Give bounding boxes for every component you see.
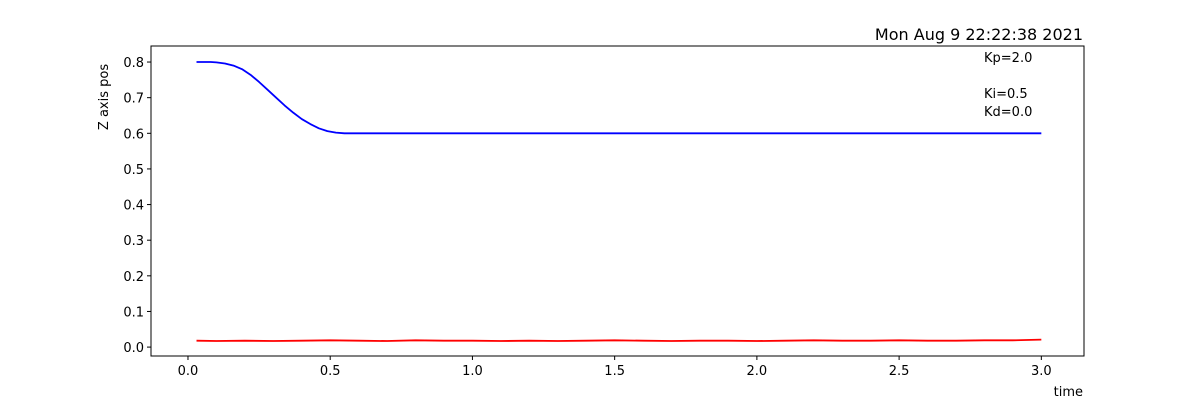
y-axis-label: Z axis pos [97,64,112,130]
annotation-ki: Ki=0.5 [984,87,1028,102]
y-tick-label: 0.6 [123,127,144,142]
plot-frame [150,45,1085,357]
x-tick-label: 0.0 [178,364,199,379]
x-axis-ticks: 0.0 0.5 1.0 1.5 2.0 2.5 3.0 [178,356,1052,379]
x-tick-label: 0.5 [320,364,341,379]
y-tick-label: 0.2 [123,270,144,285]
x-axis-label: time [1054,385,1083,400]
x-tick-label: 2.0 [747,364,768,379]
annotation-kd: Kd=0.0 [984,105,1032,120]
y-tick-label: 0.1 [123,305,144,320]
y-tick-label: 0.3 [123,234,144,249]
series-line-red [196,338,1042,342]
y-tick-label: 0.8 [123,56,144,71]
annotation-kp: Kp=2.0 [984,51,1032,66]
x-tick-label: 1.0 [462,364,483,379]
y-tick-label: 0.4 [123,199,144,214]
chart-title: Mon Aug 9 22:22:38 2021 [875,25,1083,44]
x-tick-label: 3.0 [1031,364,1052,379]
x-tick-label: 1.5 [604,364,625,379]
x-tick-label: 2.5 [889,364,910,379]
y-tick-label: 0.0 [123,341,144,356]
y-tick-label: 0.7 [123,92,144,107]
y-axis-ticks: 0.0 0.1 0.2 0.3 0.4 0.5 0.6 0.7 0.8 [123,56,151,356]
series-line-blue [196,61,1042,135]
y-tick-label: 0.5 [123,163,144,178]
plot-area [196,61,1042,342]
